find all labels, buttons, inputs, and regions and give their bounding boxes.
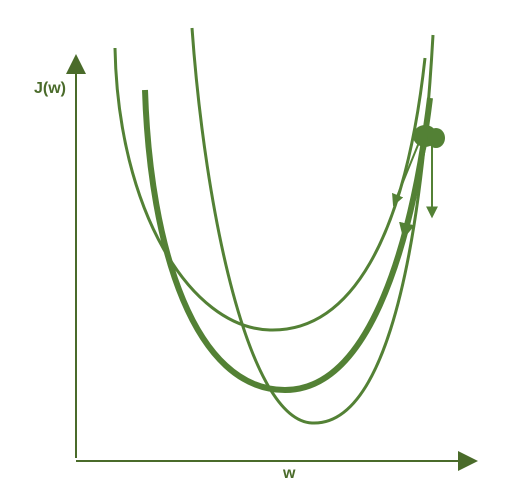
x-axis-label: w [283, 465, 296, 482]
wide-curve [113, 47, 427, 332]
arrow-bold [399, 139, 428, 240]
y-axis-label: J(w) [34, 80, 66, 97]
current-point-secondary [427, 128, 445, 148]
bold-curve [142, 89, 433, 394]
narrow-curve [190, 27, 435, 425]
arrow-wide [392, 139, 421, 207]
